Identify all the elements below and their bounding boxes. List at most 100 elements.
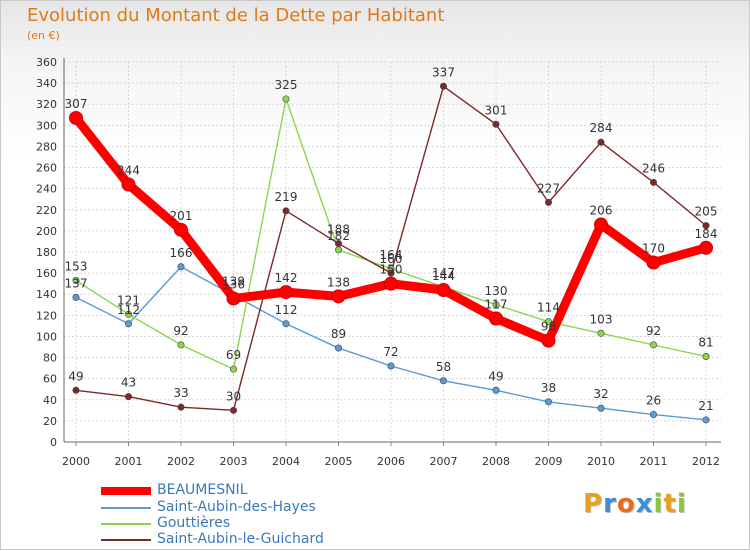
- data-point: [387, 269, 395, 277]
- y-tick-label: 40: [43, 394, 57, 407]
- y-tick-label: 200: [36, 225, 57, 238]
- data-label: 184: [695, 227, 718, 241]
- logo-letter: i: [653, 489, 664, 519]
- data-label: 227: [537, 181, 560, 195]
- data-point: [72, 276, 80, 284]
- x-tick-label: 2008: [482, 455, 510, 468]
- data-point: [174, 222, 188, 237]
- x-tick-label: 2002: [167, 455, 195, 468]
- logo-letter: r: [603, 489, 617, 519]
- data-point: [702, 352, 710, 360]
- logo-letter: o: [616, 489, 636, 519]
- data-point: [649, 341, 657, 349]
- data-point: [279, 285, 293, 300]
- data-label: 58: [436, 360, 451, 374]
- data-label: 182: [327, 229, 350, 243]
- x-tick-label: 2011: [640, 455, 668, 468]
- data-point: [282, 207, 290, 215]
- data-point: [544, 198, 552, 206]
- data-label: 114: [537, 301, 560, 315]
- data-point: [177, 341, 185, 349]
- y-tick-label: 340: [36, 77, 57, 90]
- y-tick-label: 20: [43, 415, 57, 428]
- data-point: [230, 406, 238, 414]
- y-tick-label: 160: [36, 267, 57, 280]
- data-label: 205: [695, 205, 718, 219]
- data-point: [702, 222, 710, 230]
- data-label: 284: [590, 121, 613, 135]
- data-point: [646, 255, 661, 270]
- data-point: [649, 178, 657, 186]
- data-point: [69, 110, 83, 125]
- data-point: [384, 276, 398, 291]
- data-point: [230, 365, 238, 373]
- x-tick-label: 2012: [692, 455, 720, 468]
- y-tick-label: 80: [43, 352, 57, 365]
- data-point: [594, 217, 608, 232]
- data-label: 137: [65, 276, 88, 290]
- data-point: [436, 283, 451, 297]
- x-tick-label: 2005: [325, 455, 353, 468]
- data-point: [597, 138, 605, 146]
- data-label: 166: [170, 246, 193, 260]
- data-label: 301: [485, 103, 508, 117]
- proxiti-logo: Proxiti: [583, 489, 687, 519]
- data-point: [334, 240, 342, 248]
- x-tick-label: 2000: [62, 455, 90, 468]
- data-label: 30: [226, 389, 241, 403]
- data-label: 188: [327, 223, 350, 237]
- data-label: 150: [380, 263, 403, 277]
- data-label: 139: [222, 274, 245, 288]
- y-tick-label: 260: [36, 162, 57, 175]
- data-label: 164: [380, 248, 403, 262]
- data-label: 219: [275, 190, 298, 204]
- data-label: 201: [170, 209, 193, 223]
- data-label: 49: [488, 369, 503, 383]
- data-point: [334, 344, 342, 352]
- y-tick-label: 100: [36, 330, 57, 343]
- data-label: 147: [432, 266, 455, 280]
- data-point: [121, 177, 136, 192]
- y-tick-label: 220: [36, 204, 57, 217]
- data-point: [72, 386, 80, 394]
- data-label: 26: [646, 394, 661, 408]
- y-tick-label: 240: [36, 183, 57, 196]
- y-tick-label: 180: [36, 246, 57, 259]
- data-label: 92: [173, 324, 188, 338]
- chart-title: Evolution du Montant de la Dette par Hab…: [27, 5, 445, 26]
- data-label: 69: [226, 348, 241, 362]
- x-tick-label: 2007: [430, 455, 458, 468]
- logo-letter: x: [635, 489, 654, 519]
- data-point: [439, 82, 447, 90]
- data-label: 43: [121, 376, 136, 390]
- data-label: 38: [541, 381, 556, 395]
- data-label: 72: [383, 345, 398, 359]
- data-label: 112: [117, 303, 140, 317]
- data-label: 144: [432, 269, 455, 283]
- x-tick-label: 2009: [535, 455, 563, 468]
- data-point: [177, 263, 185, 271]
- data-point: [702, 416, 710, 424]
- data-label: 337: [432, 65, 455, 79]
- data-label: 170: [642, 242, 665, 256]
- data-label: 325: [275, 78, 298, 92]
- y-tick-label: 300: [36, 119, 57, 132]
- data-point: [226, 291, 241, 306]
- y-tick-label: 280: [36, 140, 57, 153]
- logo-letter: t: [663, 489, 677, 519]
- y-tick-label: 60: [43, 373, 57, 386]
- y-tick-label: 120: [36, 309, 57, 322]
- data-label: 130: [485, 284, 508, 298]
- data-point: [597, 329, 605, 337]
- data-label: 206: [590, 204, 613, 218]
- data-label: 21: [698, 399, 713, 413]
- chart-unit: (en €): [27, 29, 60, 42]
- data-point: [492, 301, 500, 309]
- data-point: [282, 320, 290, 328]
- data-point: [492, 386, 500, 394]
- data-point: [541, 333, 556, 348]
- data-point: [387, 362, 395, 370]
- data-point: [649, 411, 657, 419]
- data-label: 136: [222, 277, 245, 291]
